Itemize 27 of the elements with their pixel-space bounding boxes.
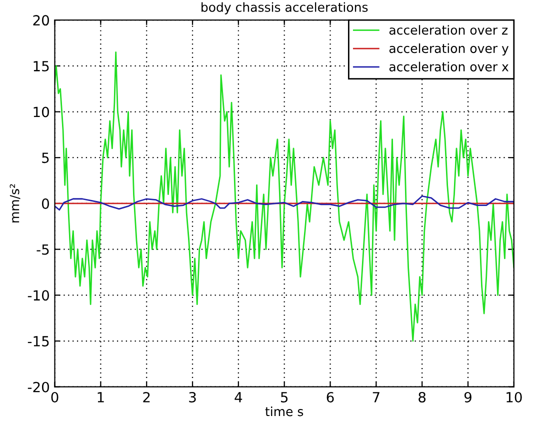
y-tick-label: -15 [28, 336, 49, 346]
y-tick-label: 0 [42, 198, 49, 209]
line-series [54, 195, 514, 211]
x-tick-label: 10 [506, 392, 522, 402]
legend-label: acceleration over x [389, 62, 508, 72]
y-tick-label: -5 [36, 244, 49, 255]
x-tick-label: 2 [143, 392, 150, 402]
x-tick-label: 9 [464, 392, 472, 402]
y-tick-label: 15 [34, 61, 49, 72]
y-tick-label: -20 [28, 382, 49, 392]
legend-label: acceleration over y [389, 43, 509, 56]
x-tick-label: 6 [326, 392, 334, 402]
y-tick-label: 5 [42, 152, 49, 164]
chart-title: body chassis accelerations [202, 2, 368, 14]
x-tick-label: 5 [280, 392, 288, 402]
y-tick-label: -10 [28, 290, 49, 301]
x-tick-label: 1 [98, 392, 104, 402]
x-axis-title: time s [265, 406, 304, 416]
x-tick-label: 7 [372, 392, 380, 402]
x-tick-label: 8 [418, 392, 426, 402]
x-tick-label: 0 [51, 392, 58, 402]
y-tick-label: 20 [33, 15, 49, 26]
x-tick-label: 3 [189, 392, 196, 402]
x-tick-label: 4 [234, 392, 242, 402]
legend-label: acceleration over z [389, 25, 508, 35]
y-axis-title: mm/s² [10, 184, 20, 222]
y-tick-label: 10 [34, 106, 49, 118]
